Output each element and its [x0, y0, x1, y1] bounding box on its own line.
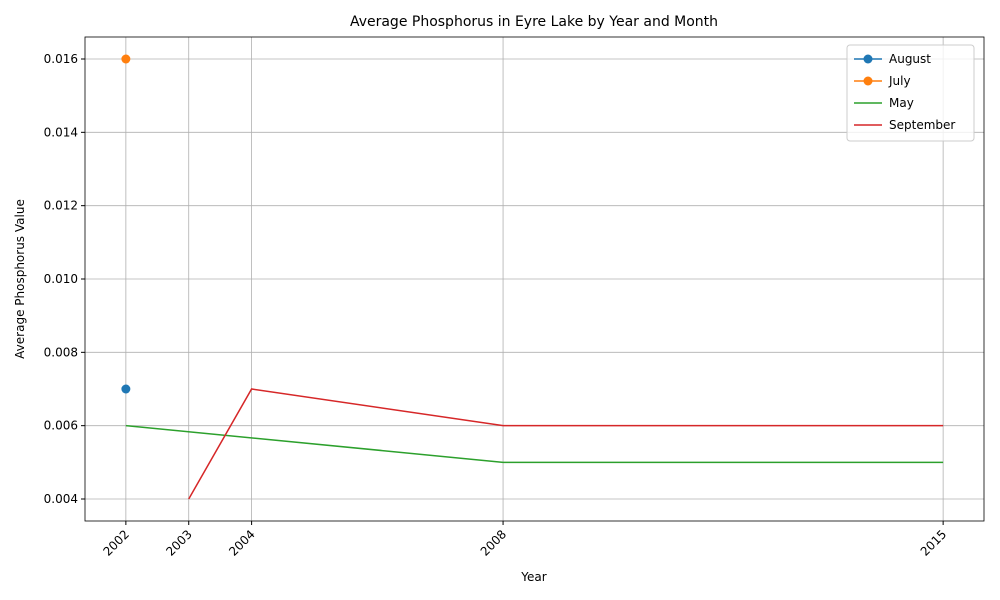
x-tick-label: 2003 — [163, 527, 194, 558]
legend-box — [846, 44, 975, 142]
chart-title: Average Phosphorus in Eyre Lake by Year … — [350, 14, 718, 30]
y-tick-label: 0.012 — [44, 199, 78, 213]
legend-marker — [863, 76, 873, 86]
y-tick-label: 0.006 — [44, 419, 78, 433]
x-tick-label: 2002 — [100, 527, 131, 558]
plot-frame — [84, 36, 985, 522]
y-tick-label: 0.016 — [44, 52, 78, 66]
series-line — [125, 424, 944, 464]
series-line — [188, 388, 944, 500]
y-tick-label: 0.008 — [44, 345, 78, 359]
y-tick-label: 0.004 — [44, 492, 78, 506]
legend-label: August — [889, 52, 931, 66]
legend-marker — [863, 54, 873, 64]
legend-label: May — [889, 96, 914, 110]
data-point — [121, 54, 131, 64]
x-axis-label: Year — [520, 570, 546, 584]
x-tick-label: 2004 — [226, 527, 257, 558]
y-tick-label: 0.010 — [44, 272, 78, 286]
y-tick-label: 0.014 — [44, 125, 78, 139]
x-tick-label: 2015 — [918, 527, 949, 558]
y-axis-label: Average Phosphorus Value — [13, 199, 27, 359]
data-point — [121, 384, 131, 394]
legend-label: July — [888, 74, 911, 88]
x-tick-label: 2008 — [478, 527, 509, 558]
legend-label: September — [889, 118, 955, 132]
